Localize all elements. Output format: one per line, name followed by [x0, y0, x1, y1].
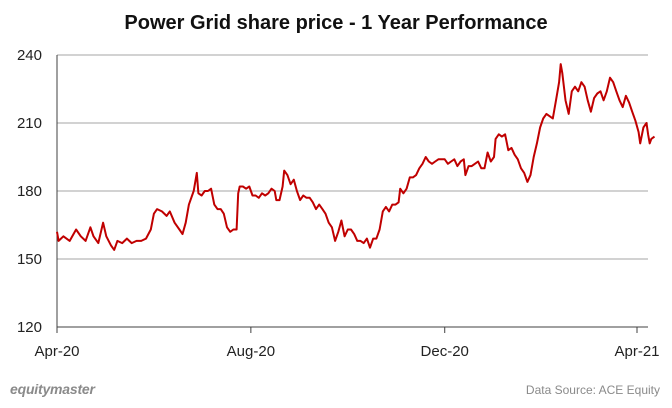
x-tick-label: Apr-21 [614, 343, 659, 360]
tick-labels: 120 150 180 210 240 Apr-20 Aug-20 Dec-20 Apr-21 [17, 47, 660, 360]
data-source-note: Data Source: ACE Equity [525, 383, 660, 397]
y-tick-label: 180 [17, 183, 42, 200]
brand-logo: equitymaster [10, 381, 95, 397]
x-tick-label: Dec-20 [421, 343, 469, 360]
y-tick-label: 150 [17, 251, 42, 268]
series-line [56, 63, 656, 251]
x-tick-label: Aug-20 [227, 343, 275, 360]
x-tick-label: Apr-20 [34, 343, 79, 360]
chart-title: Power Grid share price - 1 Year Performa… [124, 12, 548, 34]
y-tick-label: 240 [17, 47, 42, 64]
price-line [56, 63, 656, 251]
y-tick-label: 210 [17, 115, 42, 132]
y-tick-label: 120 [17, 319, 42, 336]
axes [56, 55, 648, 333]
gridlines [57, 54, 648, 260]
